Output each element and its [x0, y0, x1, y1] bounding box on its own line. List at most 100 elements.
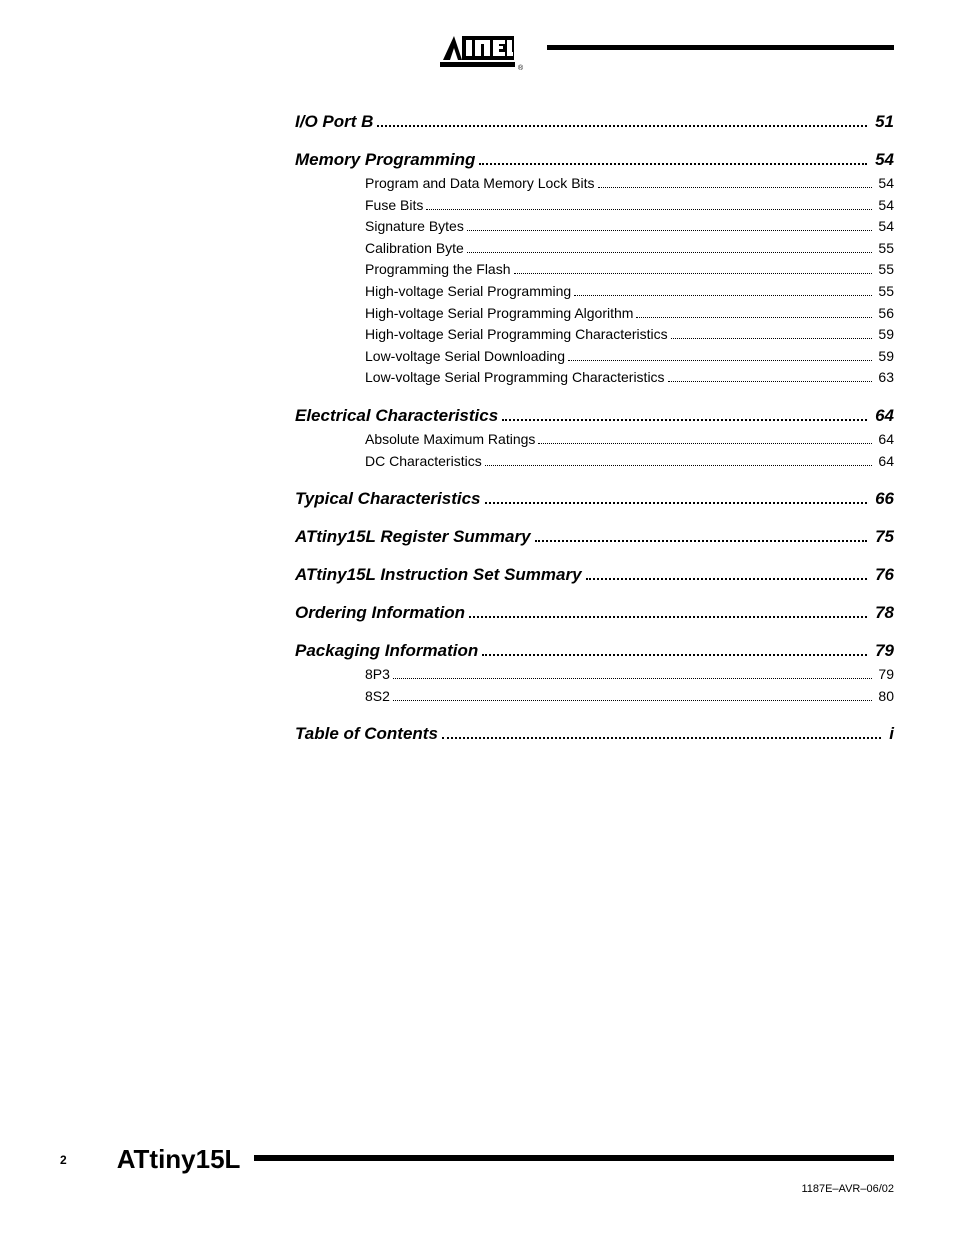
toc-leader-dots — [538, 443, 872, 444]
toc-leader-dots — [636, 317, 872, 318]
toc-subentry[interactable]: Low-voltage Serial Programming Character… — [365, 368, 894, 388]
toc-sub-page: 54 — [875, 174, 894, 194]
toc-leader-dots — [479, 163, 867, 165]
toc-sub-page: 63 — [875, 368, 894, 388]
toc-sub-label: Fuse Bits — [365, 196, 423, 216]
toc-leader-dots — [586, 578, 868, 580]
toc-leader-dots — [535, 540, 868, 542]
toc-section: Table of Contents i — [295, 724, 894, 744]
toc-sub-page: 55 — [875, 260, 894, 280]
toc-subentry[interactable]: Fuse Bits 54 — [365, 196, 894, 216]
toc-heading-page: 76 — [871, 565, 894, 585]
toc-subentry[interactable]: Low-voltage Serial Downloading 59 — [365, 347, 894, 367]
toc-heading-label: ATtiny15L Register Summary — [295, 527, 531, 547]
toc-heading-label: Electrical Characteristics — [295, 406, 498, 426]
toc-leader-dots — [568, 360, 872, 361]
toc-sub-label: Programming the Flash — [365, 260, 511, 280]
toc-sub-label: 8S2 — [365, 687, 390, 707]
toc-sub-label: High-voltage Serial Programming Characte… — [365, 325, 668, 345]
page-number: 2 — [60, 1153, 67, 1167]
toc-sub-label: 8P3 — [365, 665, 390, 685]
toc-leader-dots — [393, 700, 873, 701]
toc-heading[interactable]: Ordering Information 78 — [295, 603, 894, 623]
toc-sub-page: 54 — [875, 217, 894, 237]
toc-heading[interactable]: ATtiny15L Instruction Set Summary 76 — [295, 565, 894, 585]
toc-heading-label: Packaging Information — [295, 641, 478, 661]
toc-sub-page: 59 — [875, 325, 894, 345]
toc-sub-page: 80 — [875, 687, 894, 707]
toc-sub-page: 59 — [875, 347, 894, 367]
toc-heading-label: Typical Characteristics — [295, 489, 481, 509]
toc-section: Typical Characteristics 66 — [295, 489, 894, 509]
toc-leader-dots — [671, 338, 873, 339]
toc-subentry[interactable]: Calibration Byte 55 — [365, 239, 894, 259]
toc-sub-label: Program and Data Memory Lock Bits — [365, 174, 595, 194]
toc-leader-dots — [467, 252, 873, 253]
toc-subentry[interactable]: High-voltage Serial Programming Characte… — [365, 325, 894, 345]
toc-heading[interactable]: Electrical Characteristics 64 — [295, 406, 894, 426]
toc-heading[interactable]: I/O Port B 51 — [295, 112, 894, 132]
toc-leader-dots — [482, 654, 867, 656]
toc-heading-label: I/O Port B — [295, 112, 373, 132]
toc-subentry[interactable]: Absolute Maximum Ratings 64 — [365, 430, 894, 450]
toc-heading-page: 75 — [871, 527, 894, 547]
toc-sub-page: 79 — [875, 665, 894, 685]
toc-sub-page: 64 — [875, 430, 894, 450]
toc-heading-page: 66 — [871, 489, 894, 509]
toc-section: ATtiny15L Instruction Set Summary 76 — [295, 565, 894, 585]
toc-heading-page: 51 — [871, 112, 894, 132]
table-of-contents: I/O Port B 51 Memory Programming 54 Progra… — [295, 112, 894, 744]
toc-sub-page: 56 — [875, 304, 894, 324]
toc-heading[interactable]: Typical Characteristics 66 — [295, 489, 894, 509]
toc-heading-page: 79 — [871, 641, 894, 661]
toc-heading[interactable]: Table of Contents i — [295, 724, 894, 744]
toc-subentry[interactable]: 8P3 79 — [365, 665, 894, 685]
toc-section: Ordering Information 78 — [295, 603, 894, 623]
header-rule — [547, 45, 894, 50]
toc-sub-label: High-voltage Serial Programming Algorith… — [365, 304, 633, 324]
toc-heading[interactable]: ATtiny15L Register Summary 75 — [295, 527, 894, 547]
toc-leader-dots — [485, 502, 868, 504]
toc-leader-dots — [469, 616, 867, 618]
toc-subentry[interactable]: Program and Data Memory Lock Bits 54 — [365, 174, 894, 194]
toc-heading[interactable]: Packaging Information 79 — [295, 641, 894, 661]
toc-leader-dots — [485, 465, 873, 466]
toc-leader-dots — [426, 209, 872, 210]
toc-section: ATtiny15L Register Summary 75 — [295, 527, 894, 547]
footer-rule — [254, 1155, 894, 1161]
toc-sub-label: Low-voltage Serial Downloading — [365, 347, 565, 367]
toc-sub-page: 54 — [875, 196, 894, 216]
toc-heading-label: ATtiny15L Instruction Set Summary — [295, 565, 582, 585]
toc-subentry[interactable]: Programming the Flash 55 — [365, 260, 894, 280]
svg-text:®: ® — [518, 64, 524, 72]
toc-leader-dots — [514, 273, 873, 274]
toc-section: I/O Port B 51 — [295, 112, 894, 132]
toc-subentry[interactable]: High-voltage Serial Programming 55 — [365, 282, 894, 302]
toc-leader-dots — [467, 230, 873, 231]
footer: 2 ATtiny15L 1187E–AVR–06/02 — [60, 1144, 894, 1195]
toc-sub-page: 55 — [875, 282, 894, 302]
toc-heading-page: 78 — [871, 603, 894, 623]
toc-subentry[interactable]: 8S2 80 — [365, 687, 894, 707]
toc-heading-label: Ordering Information — [295, 603, 465, 623]
toc-sub-page: 64 — [875, 452, 894, 472]
toc-leader-dots — [574, 295, 872, 296]
toc-section: Electrical Characteristics 64Absolute Ma… — [295, 406, 894, 471]
toc-sub-label: DC Characteristics — [365, 452, 482, 472]
toc-sub-label: Calibration Byte — [365, 239, 464, 259]
toc-leader-dots — [502, 419, 867, 421]
toc-heading[interactable]: Memory Programming 54 — [295, 150, 894, 170]
toc-section: Packaging Information 798P3 798S2 80 — [295, 641, 894, 706]
toc-subentry[interactable]: DC Characteristics 64 — [365, 452, 894, 472]
toc-sub-page: 55 — [875, 239, 894, 259]
toc-sub-label: Absolute Maximum Ratings — [365, 430, 535, 450]
toc-subentry[interactable]: High-voltage Serial Programming Algorith… — [365, 304, 894, 324]
toc-heading-page: 54 — [871, 150, 894, 170]
product-name: ATtiny15L — [117, 1144, 241, 1175]
toc-heading-label: Table of Contents — [295, 724, 438, 744]
toc-subentry[interactable]: Signature Bytes 54 — [365, 217, 894, 237]
footer-top: 2 ATtiny15L — [60, 1144, 894, 1175]
header: ® — [440, 30, 894, 72]
toc-leader-dots — [393, 678, 873, 679]
toc-leader-dots — [377, 125, 867, 127]
